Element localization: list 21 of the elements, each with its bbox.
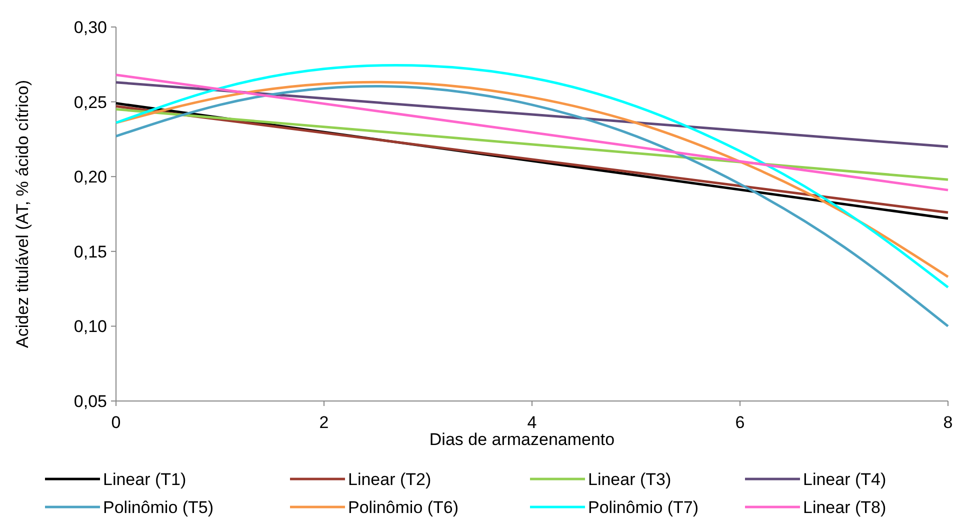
- legend-label: Linear (T3): [588, 470, 672, 489]
- legend-label: Polinômio (T6): [348, 498, 459, 517]
- y-tick-label: 0,05: [74, 392, 107, 411]
- x-axis-title: Dias de armazenamento: [429, 430, 615, 449]
- y-tick-label: 0,25: [74, 92, 107, 112]
- x-tick-label: 8: [943, 413, 953, 432]
- legend-label: Linear (T8): [803, 498, 886, 517]
- legend-label: Linear (T2): [348, 470, 432, 489]
- y-tick-label: 0,30: [74, 18, 107, 37]
- x-tick-label: 6: [735, 413, 745, 432]
- legend-label: Linear (T1): [103, 470, 186, 489]
- legend-label: Polinômio (T7): [588, 498, 699, 517]
- y-tick-label: 0,20: [74, 168, 107, 187]
- legend-label: Linear (T4): [803, 470, 886, 489]
- y-axis-title: Acidez titulável (AT, % ácido cítrico): [13, 80, 32, 348]
- x-tick-label: 4: [527, 413, 537, 432]
- x-tick-label: 2: [319, 413, 329, 432]
- legend-label: Polinômio (T5): [103, 498, 214, 517]
- y-tick-label: 0,15: [74, 242, 107, 262]
- y-tick-label: 0,10: [74, 317, 107, 336]
- x-tick-label: 0: [111, 413, 121, 432]
